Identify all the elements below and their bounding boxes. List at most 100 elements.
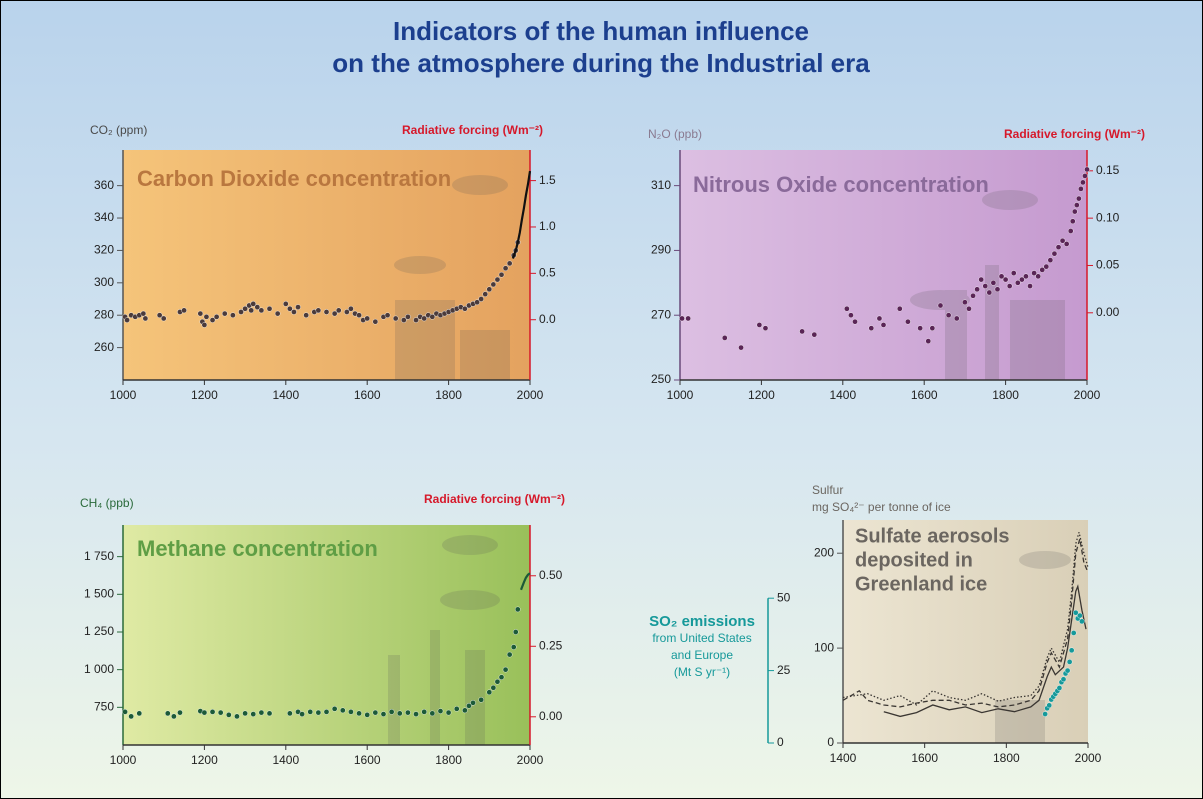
data-line: [511, 170, 532, 259]
data-point: [1079, 618, 1085, 625]
data-point: [945, 312, 952, 319]
data-point: [307, 709, 314, 715]
data-point: [514, 606, 521, 613]
data-point: [848, 312, 854, 319]
data-point: [392, 315, 399, 322]
data-point: [762, 325, 769, 331]
x-tick-label: 1200: [191, 388, 218, 402]
data-point: [437, 708, 444, 714]
y2-tick-label: 0: [777, 735, 784, 749]
data-point: [136, 710, 143, 717]
panel-title: Greenland ice: [855, 573, 987, 595]
data-point: [201, 709, 208, 716]
y-axis-label: Sulfur: [812, 483, 843, 497]
data-point: [303, 312, 309, 319]
data-point: [1031, 270, 1037, 276]
y-tick-label: 750: [94, 700, 114, 714]
y2-tick-label: 0.5: [539, 266, 556, 280]
data-point: [401, 317, 407, 323]
data-point: [380, 711, 387, 717]
data-point: [490, 684, 497, 691]
data-point: [970, 292, 976, 299]
data-point: [811, 331, 818, 338]
data-point: [331, 310, 338, 317]
data-point: [953, 315, 960, 322]
y2-axis-label: from United States: [652, 631, 751, 645]
y2-tick-label: 0.00: [1096, 305, 1120, 319]
data-line: [519, 572, 531, 591]
data-point: [462, 707, 468, 714]
data-point: [994, 286, 1001, 293]
data-point: [896, 305, 903, 312]
data-point: [421, 709, 427, 715]
data-point: [323, 709, 330, 715]
data-point: [482, 291, 489, 297]
data-point: [466, 703, 472, 709]
data-point: [1077, 612, 1083, 619]
x-tick-label: 1000: [667, 388, 694, 402]
x-tick-label: 1400: [272, 753, 299, 767]
data-point: [429, 314, 436, 320]
data-point: [295, 304, 301, 310]
data-point: [203, 314, 210, 320]
x-tick-label: 1000: [110, 753, 137, 767]
data-point: [364, 712, 371, 718]
y-tick-label: 260: [94, 340, 114, 354]
data-point: [1047, 257, 1054, 263]
data-point: [258, 307, 265, 314]
data-point: [974, 286, 980, 293]
data-point: [177, 709, 183, 716]
data-point: [917, 325, 923, 331]
y-tick-label: 1 500: [84, 586, 114, 600]
data-point: [356, 312, 362, 319]
data-point: [315, 709, 322, 716]
data-point: [335, 307, 342, 314]
y2-axis-label: (Mt S yr⁻¹): [674, 665, 730, 679]
data-point: [250, 711, 257, 717]
data-point: [1082, 173, 1088, 179]
data-point: [181, 307, 187, 314]
data-point: [982, 283, 989, 289]
data-point: [1043, 263, 1050, 270]
data-point: [226, 712, 232, 718]
data-point: [990, 280, 997, 286]
data-point: [372, 709, 379, 716]
data-point: [323, 309, 330, 315]
data-point: [348, 709, 354, 715]
data-point: [937, 302, 944, 309]
x-tick-label: 1400: [829, 388, 856, 402]
data-point: [1035, 273, 1041, 280]
data-point: [142, 315, 149, 322]
data-point: [1078, 186, 1084, 192]
data-point: [405, 709, 411, 716]
y-tick-label: 320: [94, 243, 114, 257]
x-tick-label: 2000: [1074, 388, 1101, 402]
data-point: [384, 312, 391, 319]
x-tick-label: 2000: [517, 753, 544, 767]
data-point: [506, 260, 513, 267]
data-point: [478, 296, 484, 302]
data-point: [413, 711, 419, 717]
data-point: [201, 322, 208, 328]
data-point: [242, 305, 248, 312]
y2-tick-label: 0.10: [1096, 210, 1120, 224]
data-point: [876, 315, 883, 322]
data-point: [880, 322, 887, 328]
panel-background: [123, 525, 530, 745]
data-point: [250, 301, 257, 307]
data-point: [502, 265, 509, 272]
y-tick-label: 1 000: [84, 662, 114, 676]
x-tick-label: 1200: [191, 753, 218, 767]
data-point: [258, 709, 265, 716]
data-point: [164, 710, 171, 717]
x-tick-label: 1800: [435, 388, 462, 402]
data-point: [510, 644, 517, 650]
data-point: [1060, 676, 1067, 683]
data-point: [1051, 250, 1058, 257]
data-point: [502, 666, 509, 673]
y-axis-label: N₂O (ppb): [648, 127, 702, 141]
data-point: [291, 309, 297, 315]
data-point: [1064, 667, 1071, 674]
data-point: [140, 310, 147, 317]
